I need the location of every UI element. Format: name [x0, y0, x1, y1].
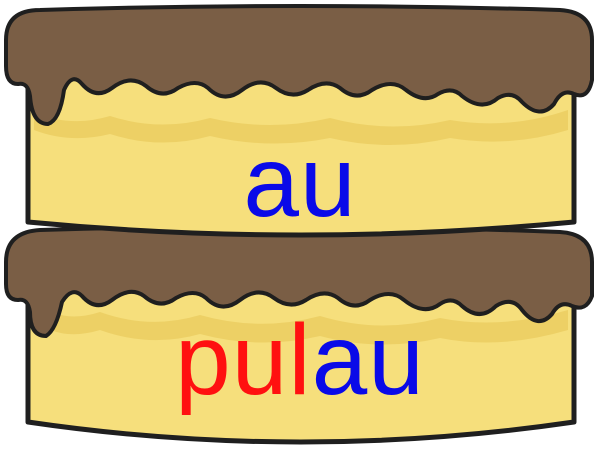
word-segment: au — [243, 126, 357, 238]
bottom-cake-shade — [34, 300, 568, 345]
top-cake-shade — [34, 110, 568, 145]
word-segment: au — [311, 304, 425, 416]
bottom-frosting — [4, 224, 594, 338]
bottom-cake-layer — [4, 224, 594, 445]
top-frosting — [4, 4, 594, 126]
bottom-layer-word: pulau — [0, 310, 600, 410]
top-cake-layer — [4, 4, 594, 238]
top-layer-word: au — [0, 132, 600, 232]
word-segment: pul — [175, 304, 312, 416]
